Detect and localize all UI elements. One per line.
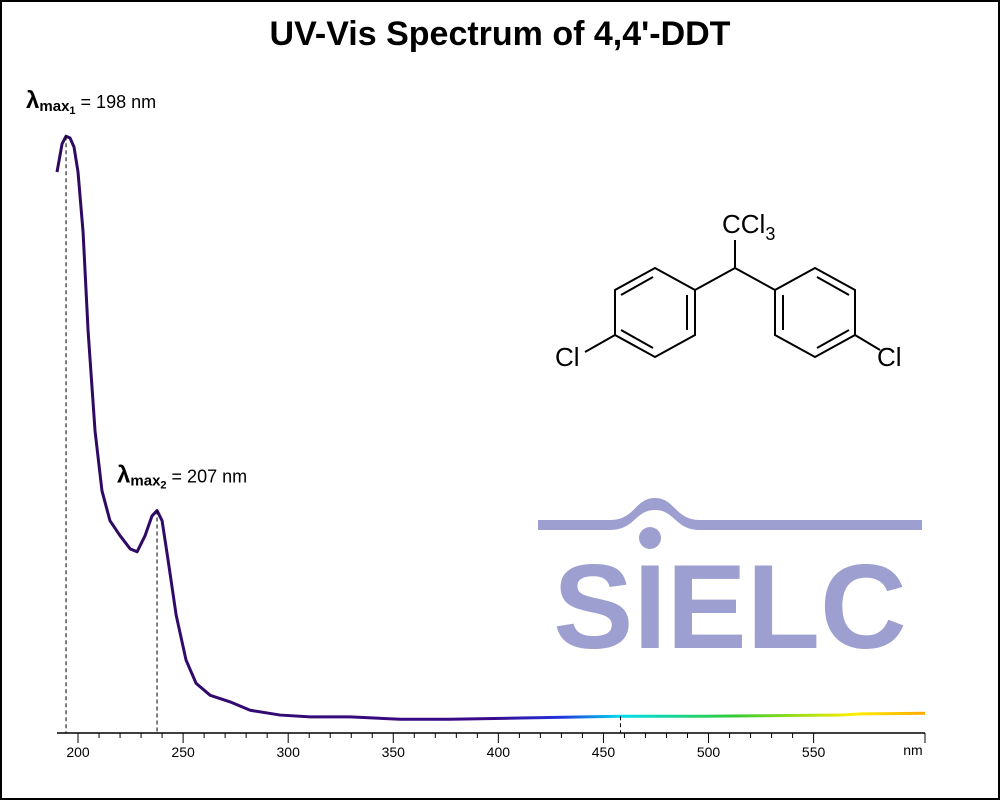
chart-title: UV-Vis Spectrum of 4,4'-DDT [270, 15, 731, 53]
x-axis-label: nm [903, 742, 922, 758]
annotation-sub: max [130, 473, 161, 490]
x-tick-label: 500 [697, 744, 721, 760]
annotation-symbol: λ [117, 462, 130, 489]
annotation-index: 2 [160, 480, 166, 492]
peak-annotation: λmax2 = 207 nm [117, 462, 247, 492]
structure-top-text: CCl [722, 209, 765, 239]
spectrum-line [55, 134, 926, 721]
x-tick-label: 300 [277, 744, 301, 760]
x-tick-label: 350 [382, 744, 406, 760]
x-tick-label: 550 [802, 744, 826, 760]
logo-text: SIELC [553, 540, 906, 674]
x-tick-label: 200 [66, 744, 90, 760]
structure-right: Cl [877, 342, 902, 372]
x-tick-label: 400 [487, 744, 511, 760]
structure-top: CCl3 [722, 209, 775, 244]
structure [584, 240, 881, 359]
annotation-symbol: λ [26, 87, 39, 114]
annotation-text: = 198 nm [81, 92, 157, 112]
annotation-index: 1 [69, 105, 75, 117]
peak-annotation: λmax1 = 198 nm [26, 87, 156, 117]
annotation-sub: max [39, 98, 70, 115]
annotation-text: = 207 nm [172, 467, 248, 487]
logo [538, 498, 922, 549]
structure-top-index: 3 [765, 224, 775, 244]
x-tick-label: 450 [592, 744, 616, 760]
x-tick-label: 250 [171, 744, 195, 760]
structure-left: Cl [555, 342, 580, 372]
